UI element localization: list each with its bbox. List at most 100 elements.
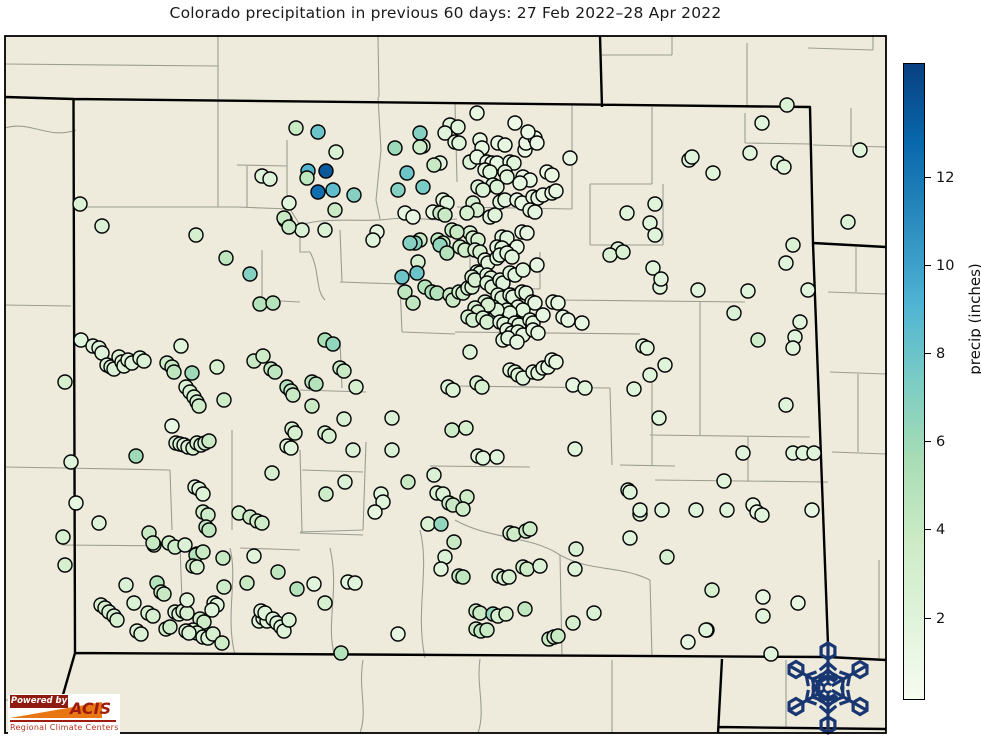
station-point [346,187,362,203]
station-point [57,557,73,573]
station-point [189,559,205,575]
station-point [409,265,425,281]
station-point [449,224,465,240]
station-point [512,175,528,191]
station-point [133,626,149,642]
station-point [497,137,513,153]
station-point [504,249,520,265]
station-point [402,235,418,251]
station-point [308,376,324,392]
station-point [216,579,232,595]
station-point [462,344,478,360]
station-point [405,209,421,225]
station-point [367,504,383,520]
station-point [325,336,341,352]
station-point [615,244,631,260]
station-point [91,515,107,531]
station-point [735,445,751,461]
station-point [239,575,255,591]
station-point [785,340,801,356]
station-point [444,422,460,438]
station-point [412,139,428,155]
colorbar-tick-label: 4 [936,522,946,539]
station-point [283,440,299,456]
colorbar-tick [925,441,931,443]
station-point [550,628,566,644]
station-point [487,207,503,223]
acis-subtitle: Regional Climate Centers [10,723,119,732]
station-point [415,179,431,195]
station-point [659,549,675,565]
station-point [586,605,602,621]
station-point [109,612,125,628]
acis-logo: Powered by ACIS Regional Climate Centers [8,694,120,734]
station-point [177,537,193,553]
station-point [459,205,475,221]
station-point [184,365,200,381]
station-point [790,595,806,611]
station-point [72,196,88,212]
station-point [317,222,333,238]
station-point [420,516,436,532]
station-point [145,535,161,551]
station-point [498,606,514,622]
station-point [565,615,581,631]
station-point [639,340,655,356]
station-point [384,410,400,426]
station-point [632,502,648,518]
station-point [455,501,471,517]
colorbar-tick-label: 8 [936,346,946,363]
station-point [489,179,505,195]
station-point [365,232,381,248]
station-point [507,115,523,131]
station-point [517,601,533,617]
station-point [281,219,297,235]
colorbar-tick-label: 6 [936,434,946,451]
station-point [529,257,545,273]
station-point [426,157,442,173]
station-point [399,165,415,181]
colorbar-label: precip (inches) [966,263,981,375]
station-point [562,150,578,166]
station-point [475,182,491,198]
station-point [779,97,795,113]
colorbar-tick [925,176,931,178]
colorbar-tick-label: 12 [936,169,955,186]
snowflake-logo-icon [787,641,869,735]
station-point [299,170,315,186]
station-point [347,575,363,591]
station-point [333,645,349,661]
colorbar [903,63,925,700]
station-point [688,502,704,518]
station-point [57,374,73,390]
station-point [294,222,310,238]
station-point [450,119,466,135]
colorbar-tick [925,353,931,355]
station-point [216,392,232,408]
station-point [755,608,771,624]
station-point [520,124,536,140]
station-point [840,214,856,230]
station-point [348,379,364,395]
station-point [318,486,334,502]
station-point [568,541,584,557]
station-point [437,207,453,223]
station-point [778,397,794,413]
station-point [567,441,583,457]
colorbar-tick [925,264,931,266]
station-point [321,428,337,444]
station-point [626,381,642,397]
station-point [325,182,341,198]
station-point [387,140,403,156]
station-point [156,586,172,602]
station-point [792,314,808,330]
station-point [201,522,217,538]
station-point [375,494,391,510]
station-point [179,592,195,608]
station-point [705,165,721,181]
station-point [455,569,471,585]
station-point [622,484,638,500]
station-point [754,507,770,523]
station-point [318,163,334,179]
station-point [501,569,517,585]
